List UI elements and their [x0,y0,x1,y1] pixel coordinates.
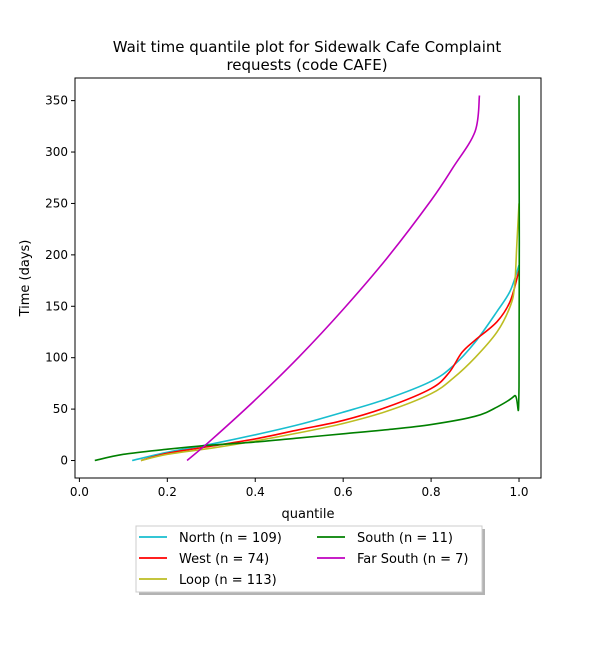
legend-label: West (n = 74) [179,552,269,567]
x-tick-label: 0.0 [70,485,89,499]
y-tick-label: 300 [45,145,68,159]
legend-items: North (n = 109) West (n = 74) Loop (n = 11… [139,531,468,588]
y-tick-label: 250 [45,196,68,210]
y-tick-label: 200 [45,248,68,262]
y-axis-ticks: 0 50 100 150 200 250 300 350 [45,94,75,468]
chart-title: Wait time quantile plot for Sidewalk Caf… [113,38,502,56]
series-line-2 [140,203,520,462]
x-tick-label: 0.6 [334,485,353,499]
series-line-0 [131,264,520,462]
y-tick-label: 50 [53,402,68,416]
x-tick-label: 0.4 [246,485,265,499]
series-line-4 [186,95,481,462]
legend-label: Far South (n = 7) [357,552,468,567]
x-axis-label: quantile [281,507,334,522]
series-line-1 [140,270,520,462]
legend-label: Loop (n = 113) [179,573,277,588]
legend-label: South (n = 11) [357,531,453,546]
y-tick-label: 0 [60,454,68,468]
legend-label: North (n = 109) [179,531,282,546]
plot-frame [74,77,542,479]
legend-box [135,525,483,593]
x-tick-label: 1.0 [509,485,528,499]
chart-subtitle: requests (code CAFE) [226,56,387,74]
y-tick-label: 150 [45,299,68,313]
series-line-3 [94,95,521,462]
x-tick-label: 0.8 [422,485,441,499]
series-lines [94,95,521,462]
y-tick-label: 350 [45,94,68,108]
x-tick-label: 0.2 [158,485,177,499]
legend: North (n = 109) West (n = 74) Loop (n = 11… [135,525,485,595]
x-axis-ticks: 0.0 0.2 0.4 0.6 0.8 1.0 [70,478,529,499]
y-axis-label: Time (days) [18,240,33,318]
y-tick-label: 100 [45,351,68,365]
